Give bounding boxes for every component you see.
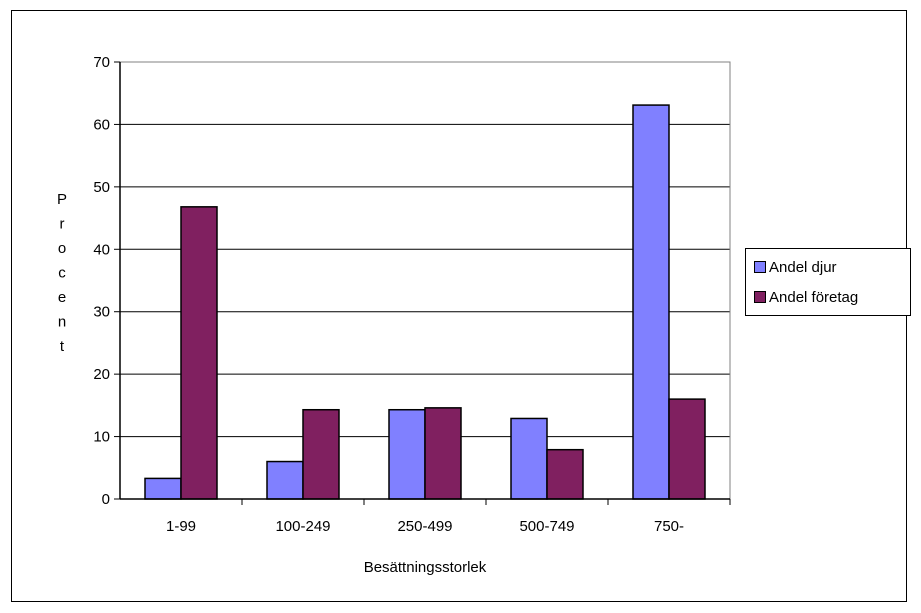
y-tick-label-60: 60	[93, 116, 110, 133]
y-tick-label-70: 70	[93, 54, 110, 71]
x-tick-label-750-: 750-	[654, 518, 684, 535]
y-tick-label-50: 50	[93, 179, 110, 196]
x-tick-label-100-249: 100-249	[275, 518, 330, 535]
y-tick-label-10: 10	[93, 429, 110, 446]
y-tick-label-40: 40	[93, 241, 110, 258]
y-tick-label-20: 20	[93, 366, 110, 383]
x-tick-label-500-749: 500-749	[519, 518, 574, 535]
bar-2-100-249	[302, 408, 340, 500]
legend-label-series-2: Andel företag	[769, 288, 859, 306]
legend-item-series-2: Andel företag	[754, 288, 858, 306]
axes	[114, 61, 731, 505]
y-tick-label-0: 0	[102, 491, 110, 508]
bar-2-750-	[668, 398, 706, 500]
legend-swatch-series-1	[754, 261, 766, 273]
y-tick-label-30: 30	[93, 304, 110, 321]
bar-2-1-99	[180, 206, 218, 500]
bar-2-250-499	[424, 407, 462, 500]
legend-swatch-series-2	[754, 291, 766, 303]
x-tick-label-1-99: 1-99	[166, 518, 196, 535]
legend-label-series-1: Andel djur	[769, 258, 837, 276]
x-axis-title: Besättningsstorlek	[364, 559, 487, 576]
bars	[144, 104, 706, 500]
legend-item-series-1: Andel djur	[754, 258, 837, 276]
bar-1-500-749	[510, 417, 548, 500]
bar-1-750-	[632, 104, 670, 500]
bar-1-100-249	[266, 460, 304, 500]
tick-labels: 0 10 20 30 40 50 60 70 1-99 100-249 250-499 500-749…	[93, 54, 684, 535]
bar-1-250-499	[388, 408, 426, 500]
x-tick-label-250-499: 250-499	[397, 518, 452, 535]
legend: Andel djur Andel företag	[745, 248, 911, 316]
bar-2-500-749	[546, 448, 584, 500]
bar-1-1-99	[144, 477, 182, 500]
